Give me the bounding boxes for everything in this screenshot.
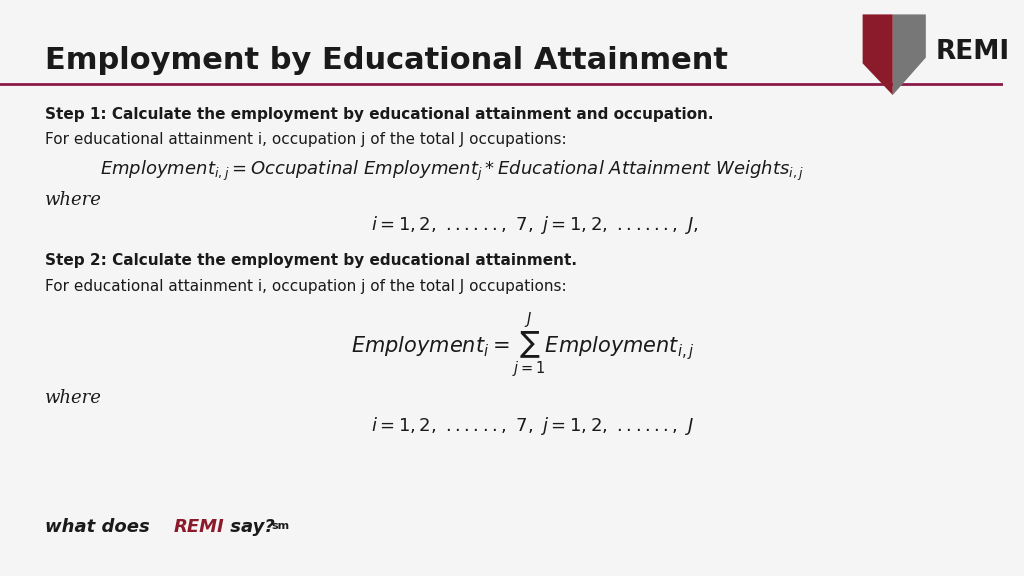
Text: $Employment_{i,j} = Occupatinal\ Employment_j * Educational\ Attainment\ Weights: $Employment_{i,j} = Occupatinal\ Employm… [100, 158, 805, 183]
Text: what does: what does [45, 518, 156, 536]
Text: REMI: REMI [173, 518, 224, 536]
Text: For educational attainment i, occupation j of the total J occupations:: For educational attainment i, occupation… [45, 279, 566, 294]
Text: $Employment_i = \sum_{j=1}^{J} Employment_{i,j}$: $Employment_i = \sum_{j=1}^{J} Employmen… [351, 311, 695, 380]
Text: $i = 1,2,\ ......,\ 7,\ j = 1,2,\ ......,\ J,$: $i = 1,2,\ ......,\ 7,\ j = 1,2,\ ......… [371, 214, 698, 236]
Text: Step 2: Calculate the employment by educational attainment.: Step 2: Calculate the employment by educ… [45, 253, 578, 268]
Text: $i = 1,2,\ ......,\ 7,\ j = 1,2,\ ......,\ J$: $i = 1,2,\ ......,\ 7,\ j = 1,2,\ ......… [371, 415, 694, 437]
Text: Step 1: Calculate the employment by educational attainment and occupation.: Step 1: Calculate the employment by educ… [45, 107, 714, 122]
Text: sm: sm [271, 521, 290, 531]
Text: where: where [45, 389, 102, 407]
Text: say?: say? [223, 518, 274, 536]
Text: REMI: REMI [936, 39, 1010, 65]
Polygon shape [862, 14, 893, 95]
Text: For educational attainment i, occupation j of the total J occupations:: For educational attainment i, occupation… [45, 132, 566, 147]
Polygon shape [893, 14, 926, 95]
Text: Employment by Educational Attainment: Employment by Educational Attainment [45, 46, 728, 75]
Text: where: where [45, 191, 102, 209]
